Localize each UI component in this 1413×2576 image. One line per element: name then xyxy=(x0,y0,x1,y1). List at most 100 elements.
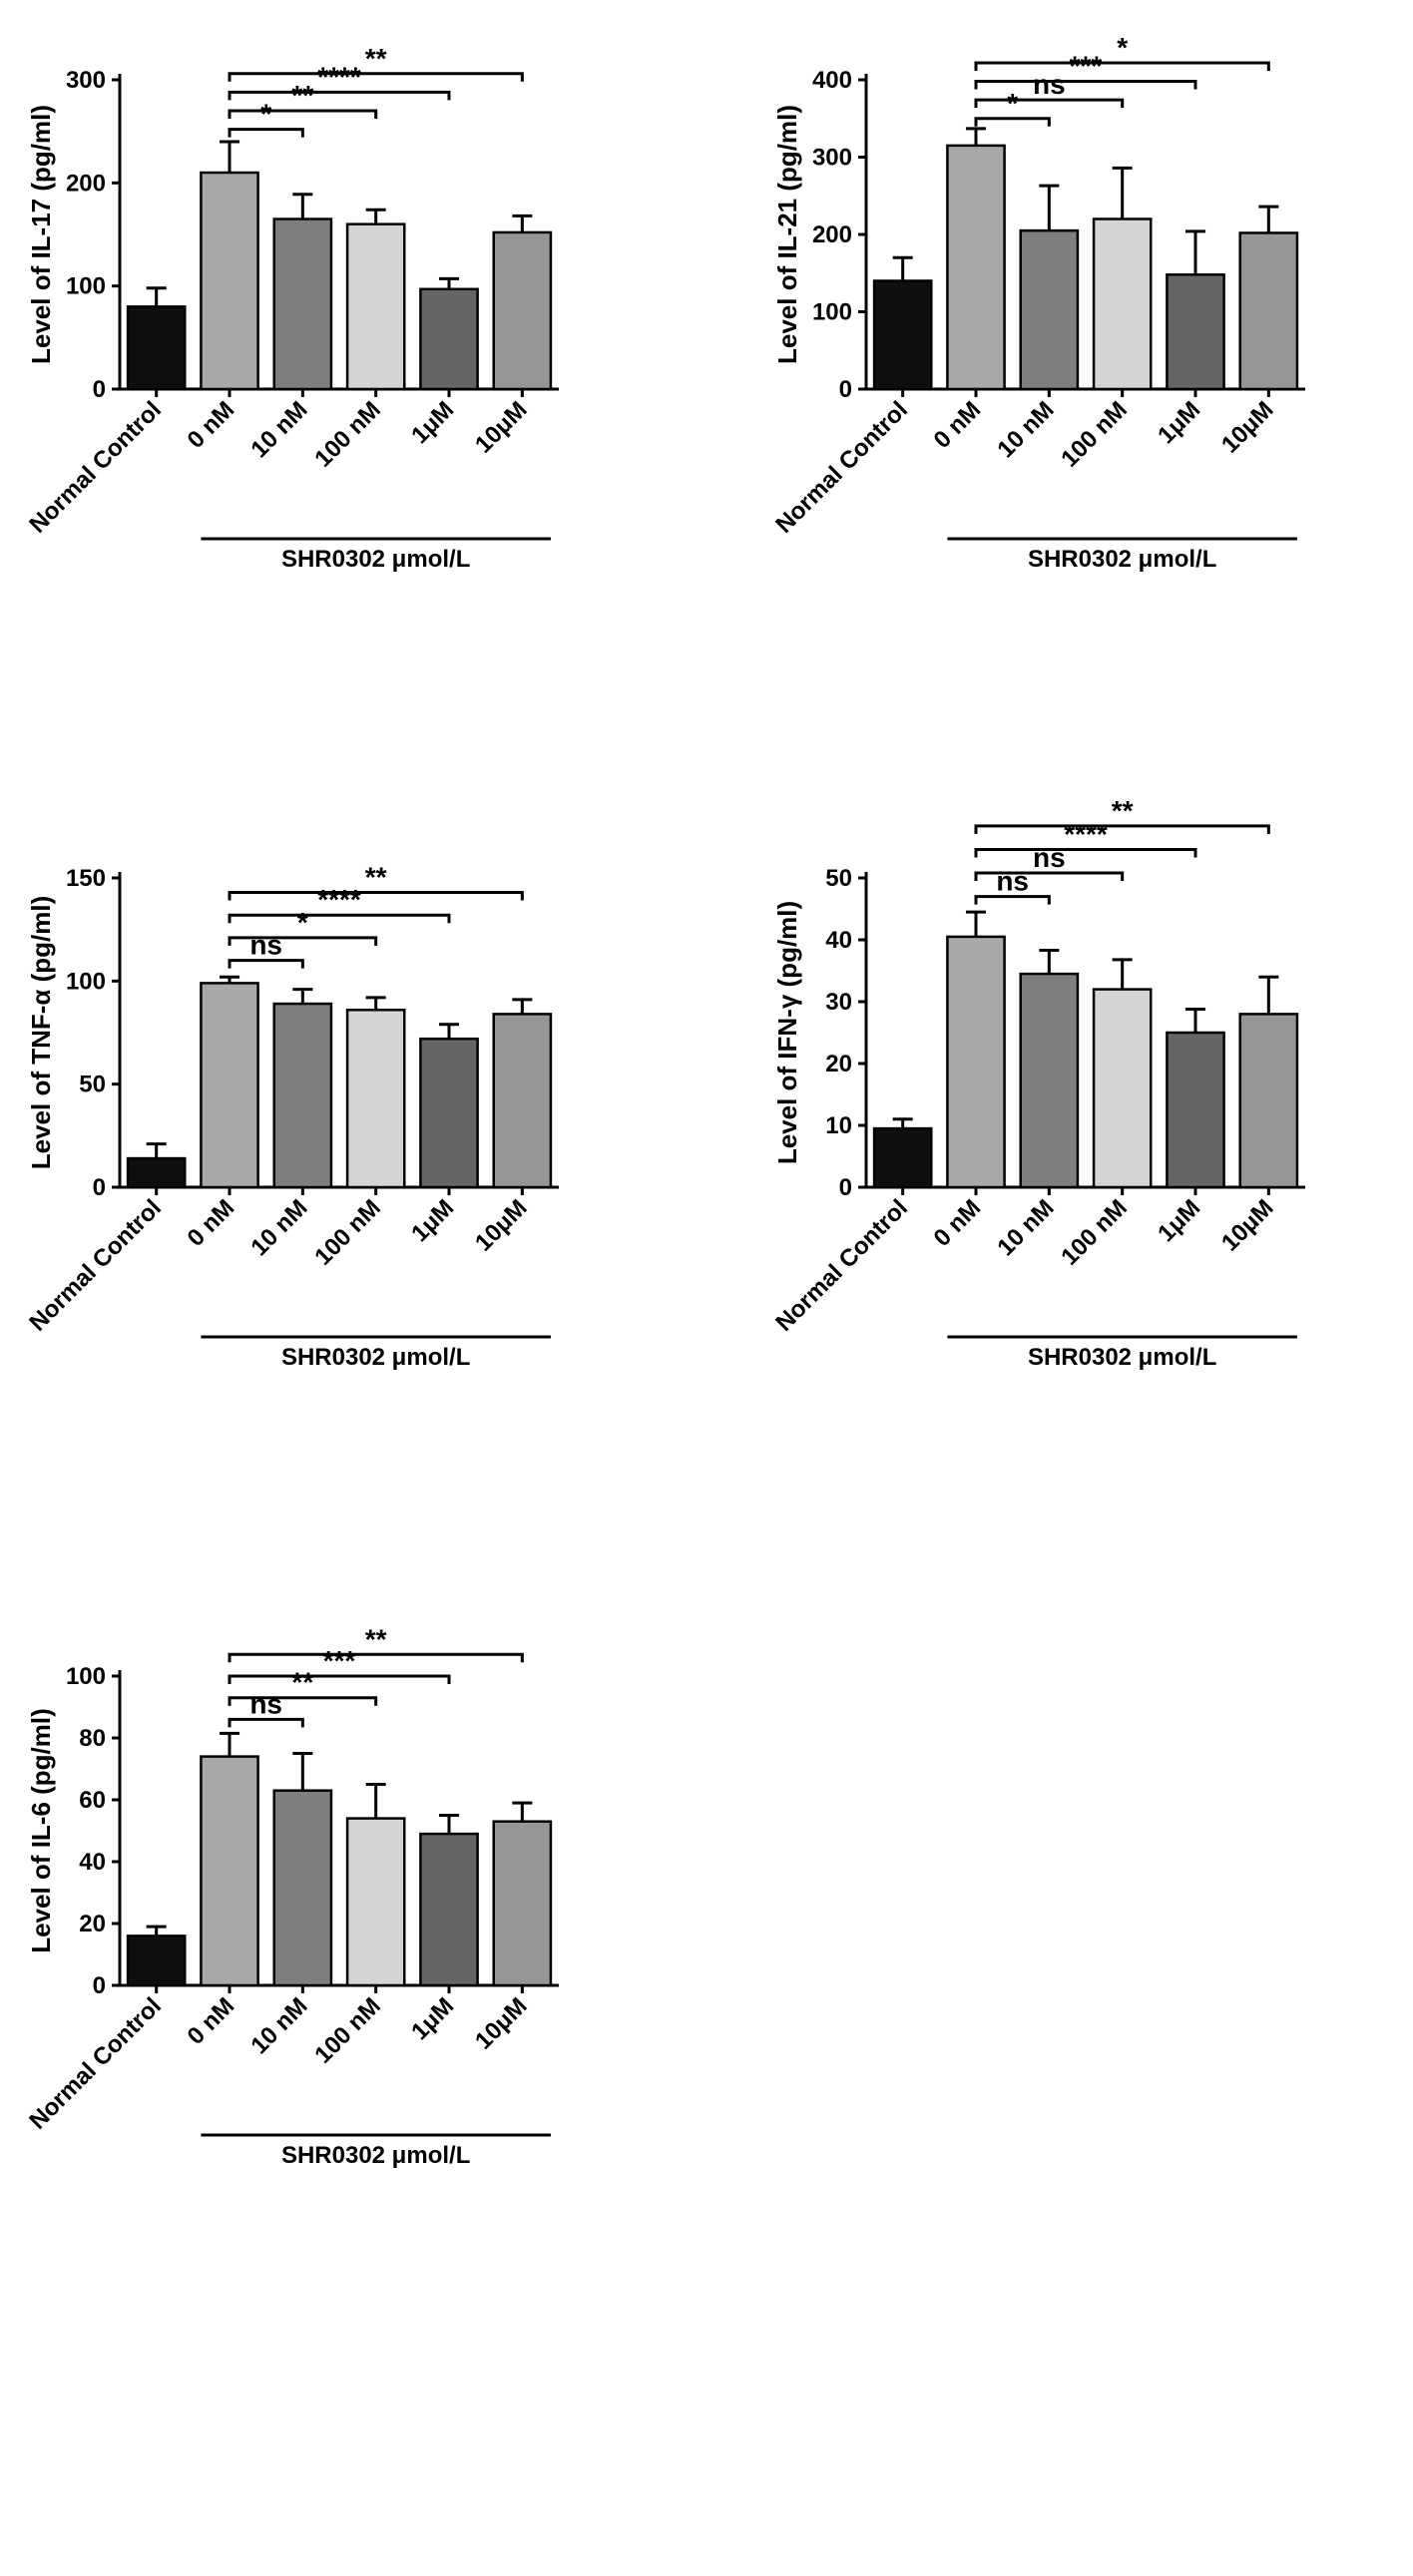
bar xyxy=(1094,990,1151,1187)
figure-grid: 0100200300Level of IL-17 (pg/ml)Normal C… xyxy=(20,40,1393,2155)
y-tick-label: 10 xyxy=(825,1112,852,1139)
panel-il17: 0100200300Level of IL-17 (pg/ml)Normal C… xyxy=(20,40,579,559)
y-tick-label: 100 xyxy=(66,968,106,995)
x-tick-label: 100 nM xyxy=(1056,1194,1133,1271)
significance-label: ns xyxy=(1033,69,1066,100)
y-tick-label: 0 xyxy=(93,376,106,403)
x-tick-label: 10 nM xyxy=(245,396,312,463)
bar xyxy=(1167,274,1223,389)
y-tick-label: 20 xyxy=(825,1051,852,1077)
group-label: SHR0302 μmol/L xyxy=(1028,1344,1216,1371)
significance-label: * xyxy=(297,907,308,938)
y-tick-label: 40 xyxy=(825,927,852,954)
group-label: SHR0302 μmol/L xyxy=(281,546,470,573)
significance-label: **** xyxy=(317,61,361,92)
bar xyxy=(947,937,1004,1187)
x-tick-label: Normal Control xyxy=(770,396,913,539)
x-tick-label: 10 nM xyxy=(992,1194,1059,1261)
y-tick-label: 150 xyxy=(66,865,106,892)
bar xyxy=(201,983,257,1187)
x-tick-label: Normal Control xyxy=(24,1194,167,1337)
x-tick-label: 1μM xyxy=(1153,396,1205,449)
y-tick-label: 0 xyxy=(93,1972,106,1999)
chart-il21: 0100200300400Level of IL-21 (pg/ml)Norma… xyxy=(766,40,1325,559)
x-tick-label: 10 nM xyxy=(245,1992,312,2059)
bar xyxy=(1021,230,1078,389)
x-tick-label: 100 nM xyxy=(309,396,386,473)
x-tick-label: 10μM xyxy=(1216,396,1278,458)
significance-label: ** xyxy=(365,861,387,892)
x-tick-label: Normal Control xyxy=(770,1194,913,1337)
x-tick-label: 100 nM xyxy=(309,1194,386,1271)
group-label: SHR0302 μmol/L xyxy=(281,1344,470,1371)
y-tick-label: 400 xyxy=(812,67,852,94)
significance-label: ns xyxy=(996,866,1029,897)
y-tick-label: 50 xyxy=(79,1072,106,1098)
y-tick-label: 20 xyxy=(79,1911,106,1937)
y-tick-label: 0 xyxy=(93,1174,106,1201)
y-tick-label: 100 xyxy=(812,299,852,326)
significance-label: ** xyxy=(365,1623,387,1654)
panel-il6: 020406080100Level of IL-6 (pg/ml)Normal … xyxy=(20,1636,579,2155)
chart-il17: 0100200300Level of IL-17 (pg/ml)Normal C… xyxy=(20,40,579,559)
bar xyxy=(347,1010,404,1187)
y-tick-label: 0 xyxy=(839,1174,852,1201)
significance-label: * xyxy=(1007,88,1018,119)
x-tick-label: 10μM xyxy=(470,1194,532,1256)
x-tick-label: 10μM xyxy=(470,396,532,458)
panel-tnfa: 0 50 100 150 Level of TNF-α (pg/ml) Normal Co… xyxy=(20,838,579,1357)
bar xyxy=(274,1791,331,1985)
x-tick-label: 0 nM xyxy=(182,1194,239,1252)
bar xyxy=(1240,232,1297,389)
x-tick-label: 1μM xyxy=(406,396,459,449)
x-tick-label: 0 nM xyxy=(928,1194,986,1252)
group-label: SHR0302 μmol/L xyxy=(281,2142,470,2169)
bar xyxy=(1021,974,1078,1187)
panel-il21: 0100200300400Level of IL-21 (pg/ml)Norma… xyxy=(766,40,1325,559)
x-tick-label: 10 nM xyxy=(245,1194,312,1261)
significance-label: **** xyxy=(317,884,361,915)
x-tick-label: 1μM xyxy=(406,1992,459,2045)
significance-label: ** xyxy=(1112,795,1134,826)
bar xyxy=(201,173,257,389)
x-tick-label: 1μM xyxy=(1153,1194,1205,1247)
x-tick-label: 0 nM xyxy=(182,396,239,454)
bar xyxy=(347,224,404,389)
significance-label: * xyxy=(260,99,271,130)
significance-label: ** xyxy=(291,80,313,111)
bar xyxy=(128,306,185,389)
x-tick-label: 100 nM xyxy=(1056,396,1133,473)
y-tick-label: 40 xyxy=(79,1849,106,1876)
y-tick-label: 30 xyxy=(825,989,852,1016)
x-tick-label: 10 nM xyxy=(992,396,1059,463)
bar xyxy=(274,219,331,390)
significance-label: ns xyxy=(249,1688,282,1719)
bar xyxy=(1240,1014,1297,1187)
bar xyxy=(1167,1033,1223,1187)
y-tick-label: 300 xyxy=(66,67,106,94)
bar xyxy=(420,1834,477,1985)
y-axis-label: Level of TNF-α (pg/ml) xyxy=(26,896,56,1170)
significance-label: **** xyxy=(1064,818,1108,849)
significance-label: ns xyxy=(249,930,282,961)
x-tick-label: 10μM xyxy=(470,1992,532,2054)
x-tick-label: Normal Control xyxy=(24,396,167,539)
x-tick-label: 10μM xyxy=(1216,1194,1278,1256)
bar xyxy=(1094,219,1151,390)
y-axis-label: Level of IL-21 (pg/ml) xyxy=(772,105,802,364)
significance-label: ** xyxy=(291,1667,313,1698)
bar xyxy=(128,1158,185,1187)
group-label: SHR0302 μmol/L xyxy=(1028,546,1216,573)
y-tick-label: 100 xyxy=(66,1663,106,1690)
significance-label: * xyxy=(1117,32,1128,63)
bar xyxy=(201,1757,257,1985)
y-tick-label: 200 xyxy=(66,170,106,197)
significance-label: *** xyxy=(323,1645,356,1676)
y-tick-label: 200 xyxy=(812,221,852,248)
bar xyxy=(420,289,477,389)
bar xyxy=(494,1822,551,1985)
bar xyxy=(494,232,551,389)
bar xyxy=(874,1128,931,1187)
significance-label: ns xyxy=(1033,842,1066,873)
bar xyxy=(874,281,931,390)
